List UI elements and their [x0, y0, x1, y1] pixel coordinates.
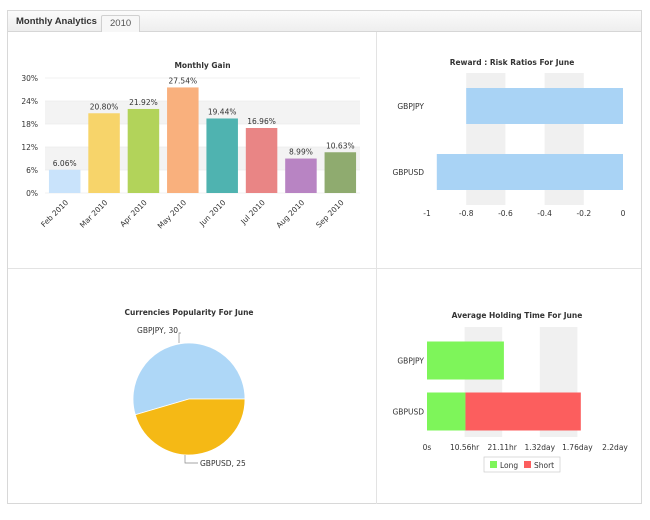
bar-data-label: 10.63%	[326, 141, 355, 150]
grid-band	[45, 147, 360, 170]
currencies-popularity-title: Currencies Popularity For June	[124, 308, 253, 317]
legend-swatch	[490, 461, 497, 468]
legend-swatch	[524, 461, 531, 468]
y-category-label: GBPUSD	[392, 168, 424, 177]
x-tick-label: 1.32day	[525, 443, 556, 452]
y-category-label: GBPJPY	[397, 102, 424, 111]
legend-label: Long	[500, 461, 518, 470]
bar	[466, 88, 623, 124]
x-tick-label: 2.2day	[602, 443, 628, 452]
bar	[285, 158, 317, 193]
tab-2010[interactable]: 2010	[101, 15, 141, 32]
tab-bar: Monthly Analytics 2010	[8, 11, 641, 32]
x-tick-label: 10.56hr	[450, 443, 480, 452]
bar-data-label: 16.96%	[247, 117, 276, 126]
bar	[206, 118, 238, 193]
bar-data-label: 21.92%	[129, 98, 158, 107]
bar-segment	[465, 392, 581, 431]
x-tick-label: Feb 2010	[39, 198, 70, 229]
y-category-label: GBPJPY	[397, 357, 424, 366]
pie-slice	[134, 398, 246, 456]
x-tick-label: Aug 2010	[274, 198, 306, 230]
x-tick-label: 1.76day	[562, 443, 593, 452]
reward-risk-title: Reward : Risk Ratios For June	[450, 58, 575, 67]
y-tick-label: 24%	[21, 97, 38, 106]
holding-time-title: Average Holding Time For June	[452, 311, 583, 320]
legend-box	[483, 456, 561, 473]
grid-divider-horizontal	[8, 268, 641, 269]
x-tick-label: -0.8	[459, 209, 474, 218]
bar	[127, 108, 160, 193]
pie-leader-line	[184, 455, 198, 464]
bar-data-label: 20.80%	[90, 102, 119, 111]
y-tick-label: 30%	[21, 74, 38, 83]
tab-monthly-analytics[interactable]: Monthly Analytics	[16, 16, 97, 27]
x-tick-label: -1	[423, 209, 431, 218]
bar-data-label: 6.06%	[53, 159, 77, 168]
x-tick-label: Jul 2010	[238, 198, 267, 227]
pie-leader-line	[178, 332, 181, 343]
pie-label: GBPUSD, 25	[200, 459, 246, 468]
bar-data-label: 27.54%	[169, 76, 198, 85]
pie-slice	[132, 342, 246, 416]
monthly-gain-title: Monthly Gain	[174, 61, 230, 70]
y-category-label: GBPUSD	[392, 408, 424, 417]
bar	[88, 113, 120, 193]
bar	[48, 169, 81, 193]
x-tick-label: Mar 2010	[78, 198, 110, 230]
y-tick-label: 0%	[26, 189, 38, 198]
bar	[324, 152, 357, 193]
x-tick-label: Apr 2010	[118, 198, 149, 229]
y-tick-label: 12%	[21, 143, 38, 152]
bar-data-label: 19.44%	[208, 107, 237, 116]
x-tick-label: May 2010	[156, 198, 189, 231]
x-tick-label: -0.2	[576, 209, 591, 218]
bar	[167, 87, 199, 193]
pie-label: GBPJPY, 30	[137, 326, 178, 335]
x-tick-label: 0	[621, 209, 626, 218]
x-tick-label: Jun 2010	[197, 198, 228, 229]
grid-band	[45, 101, 360, 124]
x-tick-label: -0.4	[537, 209, 552, 218]
bar-segment	[427, 341, 504, 380]
bar-segment	[427, 392, 466, 431]
bar	[436, 154, 623, 190]
x-tick-label: Sep 2010	[314, 198, 346, 230]
y-tick-label: 18%	[21, 120, 38, 129]
y-tick-label: 6%	[26, 166, 38, 175]
legend-label: Short	[534, 461, 554, 470]
x-tick-label: -0.6	[498, 209, 513, 218]
x-tick-label: 21.11hr	[488, 443, 518, 452]
bar-data-label: 8.99%	[289, 148, 313, 157]
bar	[245, 127, 278, 193]
x-tick-label: 0s	[423, 443, 432, 452]
